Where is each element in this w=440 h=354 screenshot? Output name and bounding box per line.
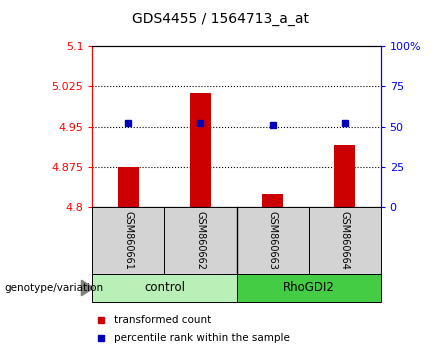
Text: GDS4455 / 1564713_a_at: GDS4455 / 1564713_a_at xyxy=(132,12,308,27)
Bar xyxy=(165,207,237,274)
Bar xyxy=(308,207,381,274)
Text: RhoGDI2: RhoGDI2 xyxy=(282,281,334,295)
Text: GSM860663: GSM860663 xyxy=(268,211,278,270)
Text: control: control xyxy=(144,281,185,295)
Bar xyxy=(118,167,139,207)
Text: genotype/variation: genotype/variation xyxy=(4,283,103,293)
Bar xyxy=(237,207,308,274)
Bar xyxy=(92,274,237,302)
Bar xyxy=(237,274,381,302)
Text: GSM860662: GSM860662 xyxy=(195,211,205,270)
Bar xyxy=(191,93,211,207)
Text: transformed count: transformed count xyxy=(114,315,212,325)
Bar xyxy=(334,145,355,207)
Text: GSM860661: GSM860661 xyxy=(124,211,133,270)
Bar xyxy=(92,207,165,274)
Polygon shape xyxy=(81,280,94,296)
Bar xyxy=(262,194,282,207)
Text: GSM860664: GSM860664 xyxy=(340,211,349,270)
Text: percentile rank within the sample: percentile rank within the sample xyxy=(114,333,290,343)
